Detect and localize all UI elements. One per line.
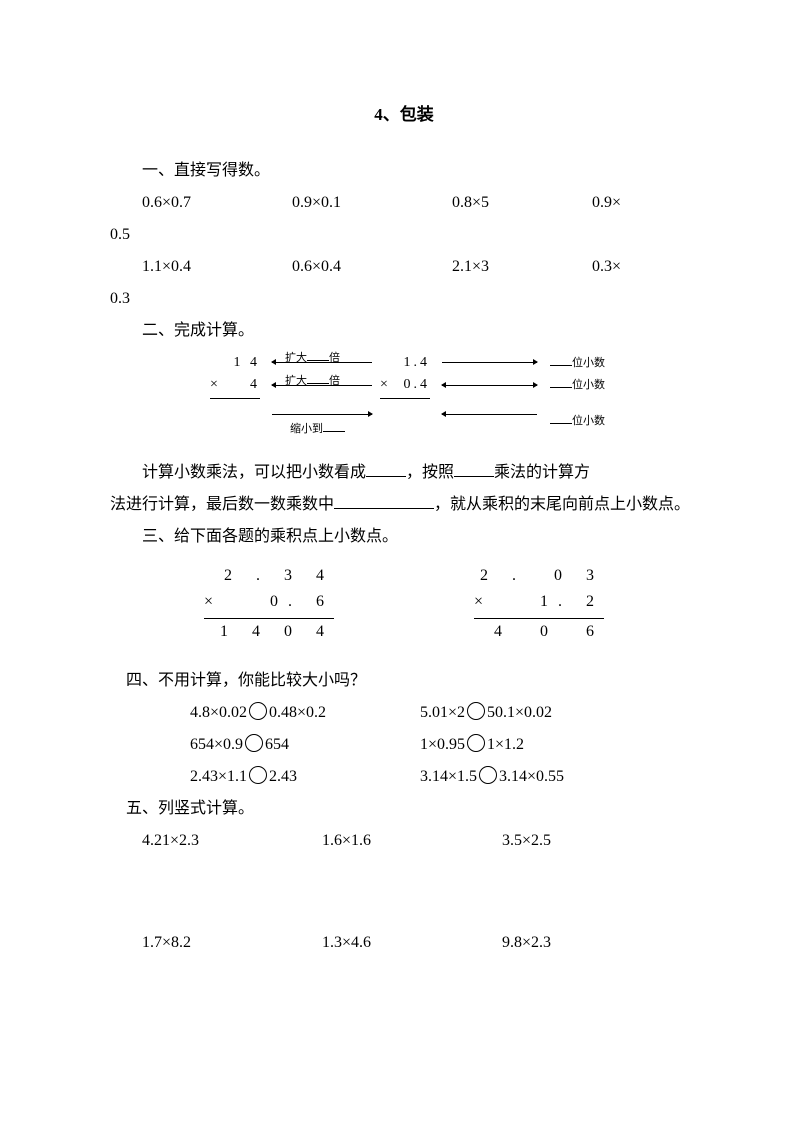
compare-circle xyxy=(467,734,485,752)
section3-heading: 三、给下面各题的乘积点上小数点。 xyxy=(110,521,698,553)
decimal-blank: 位小数 xyxy=(550,410,605,432)
compare-row: 654×0.9654 1×0.951×1.2 xyxy=(126,729,698,761)
mental-row: 1.1×0.4 0.6×0.4 2.1×3 0.3× xyxy=(110,251,698,283)
expr: 1.6×1.6 xyxy=(322,825,502,857)
diag-num: 0.4 xyxy=(404,377,431,392)
diag-op: × xyxy=(210,374,221,396)
arrow-label: 缩小到 xyxy=(290,420,345,436)
section5-heading: 五、列竖式计算。 xyxy=(110,793,698,825)
vertical-mult: 2 . 3 4 ×0. 6 1 4 0 4 xyxy=(204,563,334,645)
fill-blank-text: 计算小数乘法，可以把小数看成，按照乘法的计算方 xyxy=(110,457,698,489)
expr: 0.6×0.7 xyxy=(142,187,292,219)
decimal-blank: 位小数 xyxy=(550,374,605,396)
diag-num: 1.4 xyxy=(380,352,430,374)
fill-blank-text: 法进行计算，最后数一数乘数中，就从乘积的末尾向前点上小数点。 xyxy=(110,489,698,521)
expr: 9.8×2.3 xyxy=(502,927,551,959)
expr: 0.6×0.4 xyxy=(292,251,452,283)
expr: 3.5×2.5 xyxy=(502,825,551,857)
arrow-label: 扩大倍 xyxy=(285,349,340,365)
expr: 0.8×5 xyxy=(452,187,592,219)
compare-circle xyxy=(249,766,267,784)
expr: 1.7×8.2 xyxy=(142,927,322,959)
expr: 0.3× xyxy=(592,251,621,283)
mental-row: 0.6×0.7 0.9×0.1 0.8×5 0.9× xyxy=(110,187,698,219)
diag-num: 4 xyxy=(250,377,260,392)
compare-circle xyxy=(249,702,267,720)
fill-text: 乘法的计算方 xyxy=(494,464,590,481)
compare-circle xyxy=(245,734,263,752)
vertical-calc-row: 4.21×2.3 1.6×1.6 3.5×2.5 xyxy=(110,825,698,857)
wrap-operand: 0.3 xyxy=(110,283,698,315)
expr: 2.1×3 xyxy=(452,251,592,283)
diag-num: 1 4 xyxy=(210,352,260,374)
compare-circle xyxy=(479,766,497,784)
arrow-label: 扩大倍 xyxy=(285,372,340,388)
expr: 0.9×0.1 xyxy=(292,187,452,219)
compare-circle xyxy=(467,702,485,720)
expr: 1.1×0.4 xyxy=(142,251,292,283)
vertical-mult: 2 . 0 3 ×1. 2 4 0 6 xyxy=(474,563,604,645)
page-title: 4、包装 xyxy=(110,100,698,125)
compare-row: 2.43×1.12.43 3.14×1.53.14×0.55 xyxy=(126,761,698,793)
expr: 4.21×2.3 xyxy=(142,825,322,857)
section2-heading: 二、完成计算。 xyxy=(110,315,698,347)
expr: 0.9× xyxy=(592,187,621,219)
section4-heading: 四、不用计算，你能比较大小吗？ xyxy=(126,665,698,697)
expr: 1.3×4.6 xyxy=(322,927,502,959)
compare-row: 4.8×0.020.48×0.2 5.01×250.1×0.02 xyxy=(126,697,698,729)
vertical-calc-row: 1.7×8.2 1.3×4.6 9.8×2.3 xyxy=(110,927,698,959)
calc-diagram: 1 4 × 4 1.4 × 0.4 位小数 位小数 位小数 扩大倍 扩大倍 缩小到 xyxy=(210,352,660,442)
diag-op: × xyxy=(380,374,391,396)
wrap-operand: 0.5 xyxy=(110,219,698,251)
section1-heading: 一、直接写得数。 xyxy=(110,155,698,187)
decimal-blank: 位小数 xyxy=(550,352,605,374)
